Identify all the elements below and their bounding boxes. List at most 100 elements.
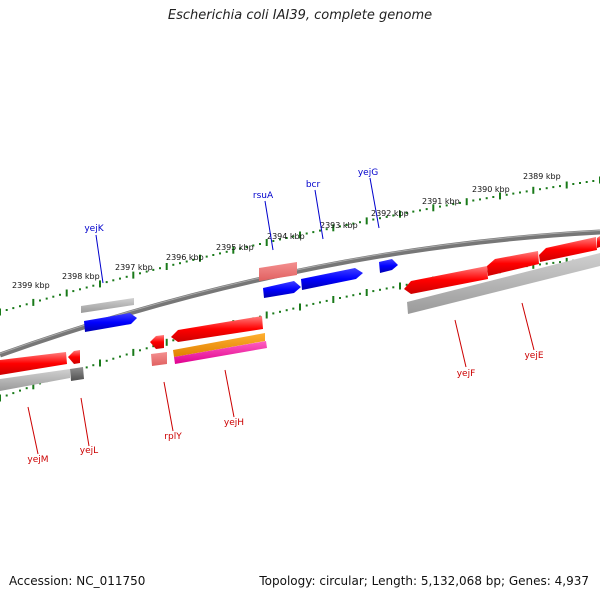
scale-minor-tick xyxy=(505,193,508,196)
gene-bcr-cds[interactable] xyxy=(301,268,363,290)
scale-minor-tick xyxy=(385,215,388,218)
gene-yejM-cds[interactable] xyxy=(0,352,67,375)
scale-minor-tick xyxy=(379,288,381,291)
gene-label-yejM[interactable]: yejM xyxy=(27,455,48,465)
scale-minor-tick xyxy=(25,303,28,306)
scale-minor-tick xyxy=(319,301,321,304)
scale-minor-tick xyxy=(405,211,408,214)
gene-yejE-cds[interactable] xyxy=(487,251,539,276)
scale-minor-tick xyxy=(145,270,148,273)
gene-yejH-feature-magenta[interactable] xyxy=(174,341,267,364)
scale-minor-tick xyxy=(259,243,261,245)
gene-rplY-feature[interactable] xyxy=(151,352,167,366)
gene-labels: yejK rsuA bcr yejG yejM yejL rplY yejH yejF yejE xyxy=(27,168,543,465)
kbp-label: 2392 kbp xyxy=(371,209,409,218)
scale-minor-tick xyxy=(112,279,115,282)
accession-text: Accession: NC_011750 xyxy=(9,574,146,588)
scale-minor-tick xyxy=(592,180,595,182)
gene-label-yejK[interactable]: yejK xyxy=(84,224,104,234)
gene-yejM-feature[interactable] xyxy=(0,369,70,391)
gene-yejK-feature[interactable] xyxy=(81,298,134,313)
scale-minor-tick xyxy=(345,224,348,226)
scale-minor-tick xyxy=(19,305,21,308)
scale-minor-tick xyxy=(285,237,288,239)
scale-minor-tick xyxy=(345,295,348,298)
scale-minor-tick xyxy=(512,192,515,195)
gene-yejH-cds[interactable] xyxy=(171,316,263,342)
scale-minor-tick xyxy=(105,359,108,362)
scale-minor-tick xyxy=(559,185,561,188)
gene-label-yejF[interactable]: yejF xyxy=(457,369,476,379)
scale-minor-tick xyxy=(25,387,28,390)
gene-label-bcr[interactable]: bcr xyxy=(306,180,321,190)
kbp-label: 2396 kbp xyxy=(166,253,204,262)
scale-minor-tick xyxy=(12,307,15,310)
gene-bcr-leader xyxy=(314,189,324,240)
gene-yejH-feature-orange[interactable] xyxy=(173,333,265,357)
scale-minor-tick xyxy=(285,309,288,312)
scale-minor-tick xyxy=(112,357,115,360)
scale-minor-tick xyxy=(152,268,155,271)
gene-yejL-leader xyxy=(80,397,90,447)
gene-label-rsuA[interactable]: rsuA xyxy=(253,191,274,201)
gene-edge-cds[interactable] xyxy=(597,236,600,248)
scale-minor-tick xyxy=(305,304,308,307)
genome-backbone-highlight xyxy=(0,230,600,354)
gene-label-yejL[interactable]: yejL xyxy=(80,446,98,456)
scale-minor-tick xyxy=(559,261,561,264)
gene-yejG-cds[interactable] xyxy=(379,259,398,273)
kbp-labels: 2399 kbp 2398 kbp 2397 kbp 2396 kbp 2395 kbp… xyxy=(12,172,561,290)
gene-yejL-feature[interactable] xyxy=(70,367,84,381)
scale-minor-tick xyxy=(585,181,588,183)
scale-minor-tick xyxy=(412,210,415,213)
scale-minor-tick xyxy=(39,299,41,302)
gene-yejF-feature[interactable] xyxy=(407,253,600,314)
kbp-label: 2391 kbp xyxy=(422,197,460,206)
scale-minor-tick xyxy=(172,339,175,342)
minus-strand-features xyxy=(0,236,600,391)
scale-minor-tick xyxy=(479,198,481,201)
scale-minor-tick xyxy=(439,205,441,208)
gene-rsuA-leader xyxy=(264,200,274,251)
gene-yejK-leader xyxy=(95,234,104,284)
scale-minor-tick xyxy=(372,218,375,221)
gene-yejM-leader xyxy=(27,406,39,455)
scale-minor-tick xyxy=(292,307,295,310)
gene-yejL-cds[interactable] xyxy=(68,350,80,364)
kbp-label: 2398 kbp xyxy=(62,272,100,281)
scale-minor-tick xyxy=(392,214,395,217)
scale-minor-tick xyxy=(359,292,361,295)
scale-minor-tick xyxy=(59,293,61,296)
scale-minor-tick xyxy=(552,186,555,189)
scale-minor-tick xyxy=(305,232,308,235)
gene-yejH-leader xyxy=(224,369,235,418)
scale-minor-tick xyxy=(525,190,528,193)
scale-minor-tick xyxy=(145,347,148,350)
gene-label-yejG[interactable]: yejG xyxy=(358,168,378,178)
scale-minor-tick xyxy=(272,240,275,242)
scale-minor-tick xyxy=(92,364,95,367)
scale-minor-tick xyxy=(452,203,455,206)
gene-rplY-cds[interactable] xyxy=(150,335,164,349)
scale-minor-tick xyxy=(45,297,48,300)
gene-label-yejE[interactable]: yejE xyxy=(524,351,543,361)
scale-minor-tick xyxy=(379,217,381,220)
scale-minor-tick xyxy=(485,197,488,200)
gene-yejD-cds[interactable] xyxy=(539,237,597,262)
scale-minor-tick xyxy=(219,252,221,255)
gene-yejF-cds[interactable] xyxy=(404,266,488,294)
scale-minor-tick xyxy=(85,286,88,289)
gene-rsuA-feature[interactable] xyxy=(259,262,297,281)
scale-minor-tick xyxy=(205,255,208,258)
gene-label-yejH[interactable]: yejH xyxy=(224,418,244,428)
scale-minor-tick xyxy=(105,281,108,284)
scale-minor-tick xyxy=(359,221,361,224)
scale-minor-tick xyxy=(272,312,275,315)
gene-yejK-cds[interactable] xyxy=(84,313,137,332)
scale-minor-tick xyxy=(539,263,541,266)
gene-label-rplY[interactable]: rplY xyxy=(164,432,182,442)
gene-rsuA-cds[interactable] xyxy=(263,281,301,298)
gene-yejE-leader xyxy=(521,302,535,351)
scale-minor-tick xyxy=(325,228,328,231)
